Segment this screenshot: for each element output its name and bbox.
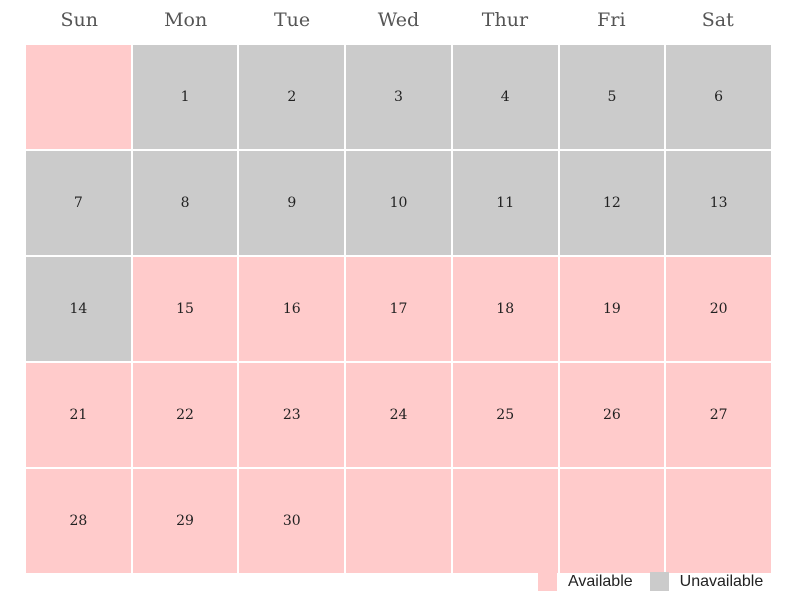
legend-item-unavailable: Unavailable [649, 572, 764, 591]
legend-item-available: Available [538, 572, 633, 591]
day-cell[interactable]: 13 [666, 151, 771, 255]
weekday-mon: Mon [164, 8, 208, 31]
day-cell[interactable] [452, 469, 558, 573]
legend-label-available: Available [568, 572, 633, 590]
day-number: 28 [69, 513, 88, 529]
day-cell[interactable]: 5 [559, 45, 665, 149]
day-cell[interactable]: 30 [239, 469, 345, 573]
day-number: 6 [714, 89, 724, 105]
legend: Available Unavailable [538, 572, 763, 591]
day-number: 19 [603, 301, 621, 317]
day-cell[interactable]: 24 [346, 363, 451, 467]
day-cell[interactable]: 26 [559, 363, 665, 467]
day-number: 14 [69, 301, 88, 317]
day-number: 10 [389, 195, 408, 211]
day-number: 27 [709, 407, 728, 423]
day-number: 2 [287, 89, 297, 105]
day-cell[interactable]: 22 [132, 363, 238, 467]
day-number: 30 [282, 513, 301, 529]
day-cell[interactable]: 6 [666, 45, 771, 149]
day-number: 20 [709, 301, 728, 317]
weekday-wed: Wed [377, 8, 420, 31]
day-cell[interactable]: 17 [346, 257, 451, 361]
day-cell[interactable]: 25 [452, 363, 558, 467]
day-number: 23 [282, 407, 301, 423]
day-cell[interactable]: 23 [239, 363, 345, 467]
weekday-fri: Fri [597, 8, 626, 31]
day-number: 24 [389, 407, 408, 423]
day-cell[interactable]: 12 [559, 151, 665, 255]
day-number: 3 [394, 89, 403, 105]
day-number: 1 [180, 89, 190, 105]
day-number: 11 [496, 195, 515, 211]
day-number: 25 [496, 407, 515, 423]
day-number: 5 [607, 89, 617, 105]
day-grid: 1 2 3 4 5 6 7 8 9 10 11 12 13 14 15 16 17 18 19 20 21 22 23 24 2… [26, 45, 771, 573]
day-number: 22 [176, 407, 194, 423]
day-cell[interactable]: 14 [26, 257, 131, 361]
day-number: 4 [500, 89, 510, 105]
day-number: 13 [709, 195, 728, 211]
day-cell[interactable]: 18 [452, 257, 558, 361]
weekday-sat: Sat [701, 8, 734, 31]
day-number: 29 [176, 513, 194, 529]
day-cell[interactable] [346, 469, 451, 573]
day-number: 15 [176, 301, 194, 317]
day-cell[interactable]: 19 [559, 257, 665, 361]
available-swatch [538, 572, 557, 591]
weekday-thur: Thur [481, 8, 529, 31]
day-cell[interactable]: 11 [452, 151, 558, 255]
day-cell[interactable]: 3 [346, 45, 451, 149]
weekday-sun: Sun [60, 8, 98, 31]
day-cell[interactable]: 16 [239, 257, 345, 361]
day-cell[interactable] [559, 469, 665, 573]
day-number: 26 [603, 407, 621, 423]
day-cell[interactable]: 4 [452, 45, 558, 149]
day-cell[interactable]: 7 [26, 151, 131, 255]
day-number: 16 [282, 301, 301, 317]
day-number: 12 [603, 195, 621, 211]
day-cell[interactable]: 28 [26, 469, 131, 573]
day-number: 17 [389, 301, 408, 317]
day-cell[interactable]: 27 [666, 363, 771, 467]
day-number: 21 [69, 407, 88, 423]
weekday-tue: Tue [273, 8, 311, 31]
day-cell[interactable]: 29 [132, 469, 238, 573]
day-cell[interactable]: 9 [239, 151, 345, 255]
day-cell[interactable] [666, 469, 771, 573]
legend-label-unavailable: Unavailable [679, 572, 764, 590]
day-cell[interactable]: 8 [132, 151, 238, 255]
day-cell[interactable]: 21 [26, 363, 131, 467]
day-cell[interactable]: 20 [666, 257, 771, 361]
day-cell[interactable]: 1 [132, 45, 238, 149]
availability-calendar: Sun Mon Tue Wed Thur Fri Sat 1 2 3 4 5 6 7 8 9 10… [26, 0, 771, 573]
day-cell[interactable]: 2 [239, 45, 345, 149]
weekday-header-row: Sun Mon Tue Wed Thur Fri Sat [26, 0, 771, 45]
day-cell[interactable] [26, 45, 131, 149]
day-number: 8 [180, 195, 190, 211]
day-cell[interactable]: 15 [132, 257, 238, 361]
unavailable-swatch [649, 572, 669, 591]
day-number: 18 [496, 301, 515, 317]
day-number: 9 [287, 195, 297, 211]
day-cell[interactable]: 10 [346, 151, 451, 255]
day-number: 7 [73, 195, 83, 211]
